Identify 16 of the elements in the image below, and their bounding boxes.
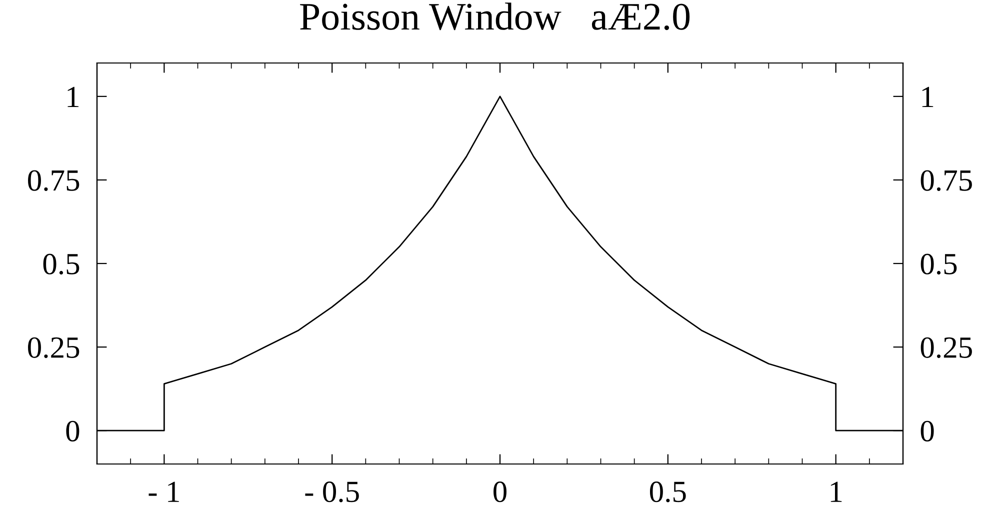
x-tick-label: 0.5 xyxy=(650,482,686,502)
x-tick-label: 0 xyxy=(494,482,506,502)
x-tick-label: - 1 xyxy=(148,482,179,502)
x-tick-label: 1 xyxy=(830,482,842,502)
y2-tick-label: 0 xyxy=(920,420,934,442)
x-tick-label: - 0.5 xyxy=(305,482,359,502)
y2-tick-label: 0.5 xyxy=(920,254,957,275)
y-tick-label: 0.75 xyxy=(28,170,80,191)
y2-tick-label: 0.25 xyxy=(920,337,972,358)
y-tick-label: 0 xyxy=(66,420,80,442)
y-tick-label: 0.25 xyxy=(28,337,80,358)
y-tick-label: 0.5 xyxy=(43,254,80,275)
y2-tick-label: 0.75 xyxy=(920,170,972,191)
y-tick-label: 1 xyxy=(68,86,78,108)
chart-title: Poisson Window aÆ2.0 xyxy=(300,2,690,30)
y2-tick-label: 1 xyxy=(922,86,934,108)
